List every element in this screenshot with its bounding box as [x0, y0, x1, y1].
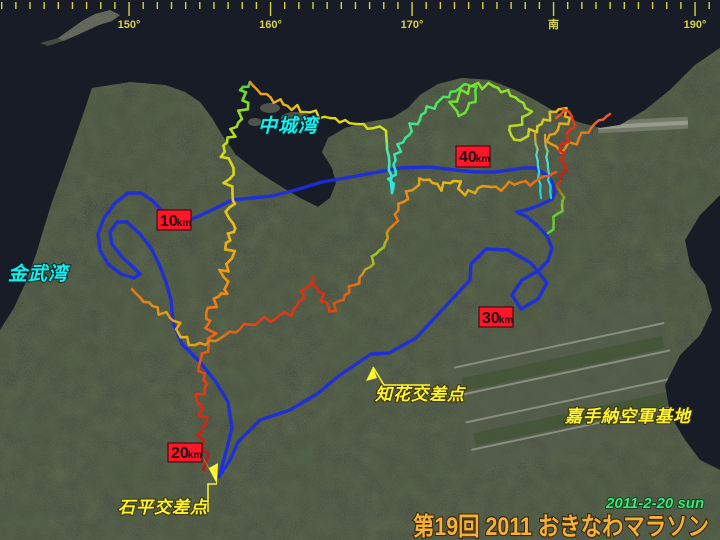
svg-text:南: 南 [548, 17, 559, 31]
svg-text:嘉手納空軍基地: 嘉手納空軍基地 [564, 407, 692, 426]
svg-text:知花交差点: 知花交差点 [374, 385, 467, 404]
svg-text:第19回 2011 おきなわマラソン: 第19回 2011 おきなわマラソン [413, 512, 709, 540]
svg-text:石平交差点: 石平交差点 [118, 498, 210, 517]
svg-text:170°: 170° [401, 19, 424, 31]
svg-text:160°: 160° [259, 19, 282, 31]
svg-text:中城湾: 中城湾 [258, 115, 321, 137]
svg-text:2011-2-20 sun: 2011-2-20 sun [605, 495, 704, 512]
svg-text:190°: 190° [684, 19, 707, 31]
svg-text:金武湾: 金武湾 [8, 263, 71, 285]
svg-text:150°: 150° [118, 19, 141, 31]
